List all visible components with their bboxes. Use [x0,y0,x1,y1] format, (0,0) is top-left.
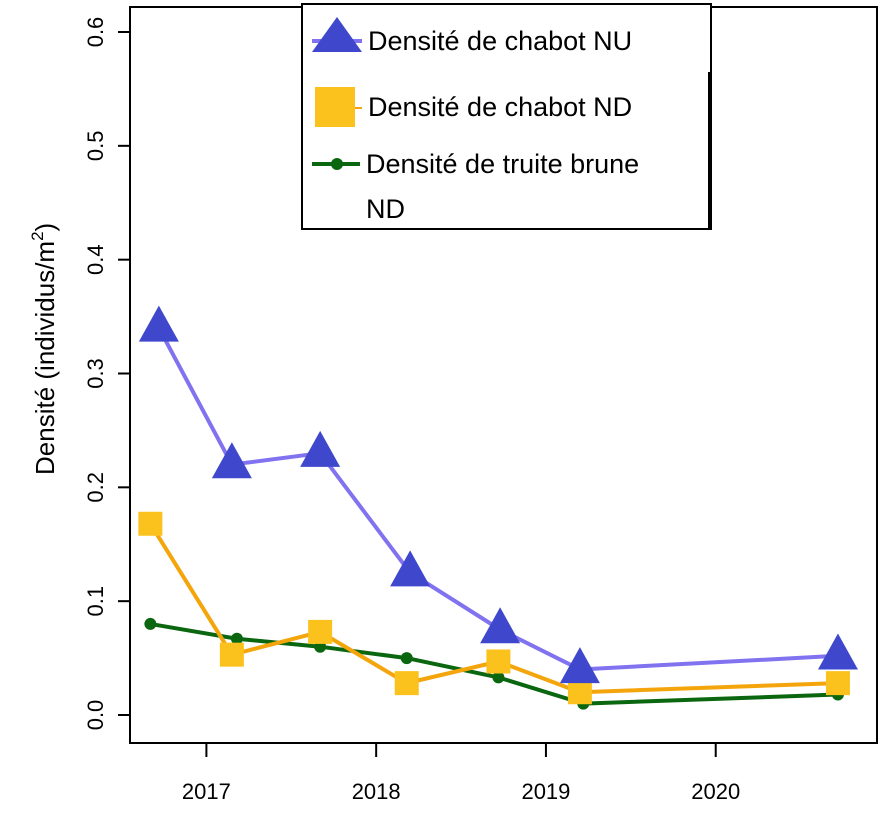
square-point [394,671,419,696]
y-axis-title: Densité (individus/m2) [28,223,60,475]
triangle-point [559,647,600,684]
y-tick-label: 0.4 [83,244,108,275]
square-point [219,642,244,667]
square-point [486,649,511,674]
circle-point [144,617,157,630]
triangle-point [390,550,431,587]
x-tick-label: 2017 [182,779,231,804]
y-tick-label: 0.5 [83,131,108,162]
legend-item-chabot-nu: Densité de chabot NU [312,17,632,56]
x-axis: 2017 2018 2019 2020 [182,743,740,804]
y-tick-label: 0.6 [83,17,108,48]
triangle-point [211,442,252,479]
y-axis: 0.0 0.1 0.2 0.3 0.4 0.5 0.6 [83,17,130,731]
y-tick-label: 0.2 [83,472,108,503]
legend-label-truite-brune-nd-line2: ND [366,194,405,224]
x-tick-label: 2020 [691,779,740,804]
legend-item-chabot-nd: Densité de chabot ND [315,87,632,127]
y-tick-label: 0.0 [83,700,108,731]
y-axis-title-main: Densité (individus/m [30,241,60,475]
legend-label-chabot-nd: Densité de chabot ND [368,92,632,122]
square-point [138,511,163,536]
circle-point [400,652,413,665]
square-marker-icon [315,87,355,127]
x-tick-label: 2018 [352,779,401,804]
triangle-point [817,633,858,670]
circle-marker-icon [331,158,343,170]
triangle-point [480,607,521,644]
square-point [308,619,333,644]
circle-point [492,671,505,684]
circle-point [230,632,243,645]
y-tick-label: 0.3 [83,358,108,389]
legend-item-truite-brune-nd: Densité de truite brune ND [312,149,639,224]
square-point [567,680,592,705]
square-point [825,671,850,696]
triangle-marker-icon [312,17,362,52]
legend-label-chabot-nu: Densité de chabot NU [368,26,632,56]
legend: Densité de chabot NU Densité de chabot N… [301,3,712,230]
y-axis-title-superscript: 2 [28,231,47,240]
triangle-point [300,430,341,467]
legend-box [301,3,712,230]
triangle-point [138,305,179,342]
x-tick-label: 2019 [521,779,570,804]
series-layer [138,305,858,710]
y-tick-label: 0.1 [83,586,108,617]
legend-label-truite-brune-nd: Densité de truite brune [366,149,639,179]
y-axis-title-close: ) [30,223,60,232]
